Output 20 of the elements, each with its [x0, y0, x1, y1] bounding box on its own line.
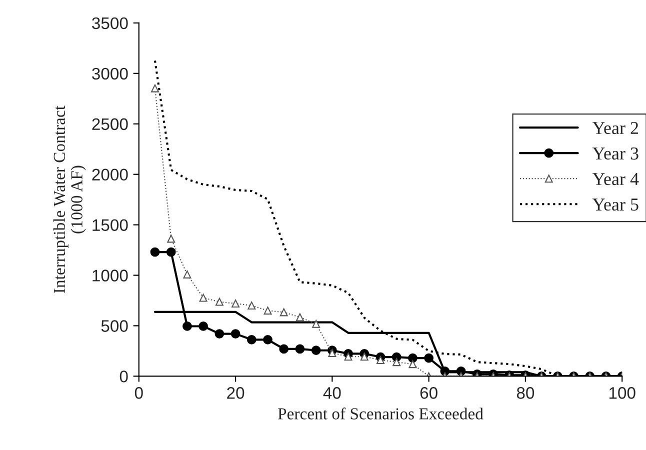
legend-label: Year 3	[592, 147, 638, 160]
y-tick-label: 1500	[92, 219, 128, 232]
x-tick-label: 0	[134, 387, 143, 399]
y-tick-label: 1000	[92, 270, 128, 282]
y-tick-label: 0	[120, 370, 128, 382]
y-tick-label: 3500	[92, 17, 128, 30]
legend-label: Year 5	[592, 198, 638, 211]
y-axis-title: Interruptible Water Contract (1000 AF)	[53, 106, 86, 294]
legend-label: Year 2	[592, 122, 638, 134]
legend-label: Year 4	[592, 173, 639, 186]
x-axis-title: Percent of Scenarios Exceeded	[278, 408, 484, 420]
x-tick-label: 100	[609, 387, 636, 399]
x-tick-label: 40	[323, 387, 341, 399]
y-tick-label: 2000	[92, 168, 128, 181]
x-tick-label: 20	[227, 387, 244, 399]
y-tick-label: 3000	[92, 68, 128, 80]
y-tick-label: 2500	[92, 118, 128, 130]
x-tick-label: 80	[516, 387, 534, 399]
y-tick-label: 500	[101, 320, 128, 332]
x-tick-label: 60	[420, 387, 438, 399]
